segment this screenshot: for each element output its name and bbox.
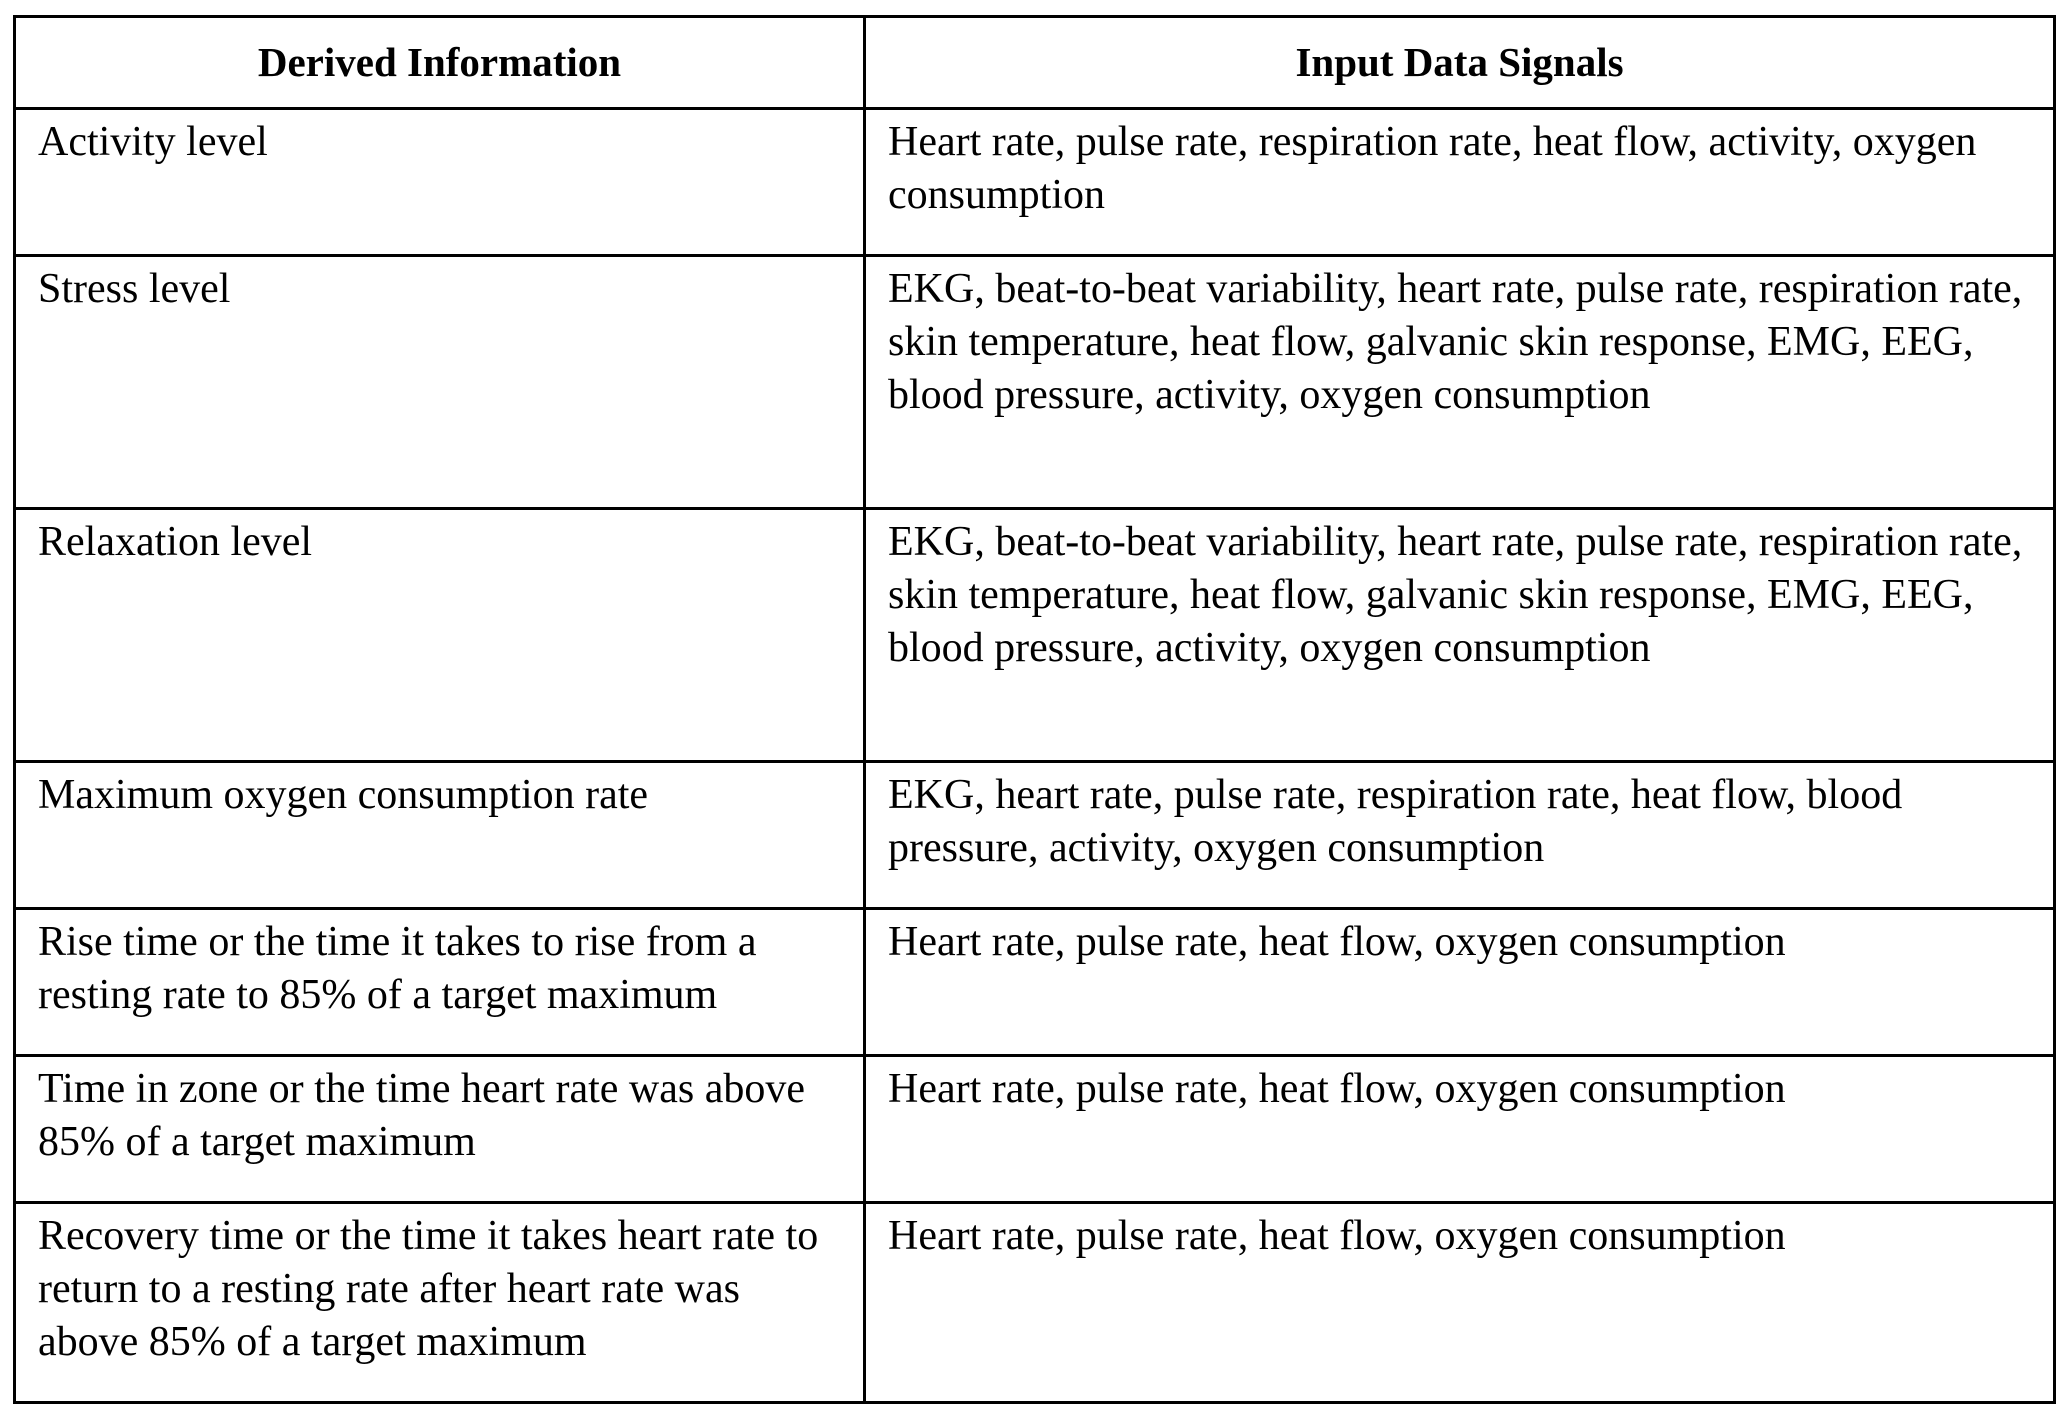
derived-cell: Time in zone or the time heart rate was … <box>15 1056 865 1203</box>
table-row: Relaxation level EKG, beat-to-beat varia… <box>15 509 2055 762</box>
table-row: Maximum oxygen consumption rate EKG, hea… <box>15 762 2055 909</box>
inputs-cell: Heart rate, pulse rate, heat flow, oxyge… <box>865 909 2055 1056</box>
inputs-text: EKG, heart rate, pulse rate, respiration… <box>866 763 2053 875</box>
derived-cell: Activity level <box>15 109 865 256</box>
inputs-text: Heart rate, pulse rate, heat flow, oxyge… <box>866 1204 2053 1263</box>
derived-text: Activity level <box>16 110 863 169</box>
inputs-cell: Heart rate, pulse rate, heat flow, oxyge… <box>865 1203 2055 1403</box>
derived-text: Recovery time or the time it takes heart… <box>16 1204 863 1369</box>
inputs-cell: EKG, beat-to-beat variability, heart rat… <box>865 509 2055 762</box>
inputs-text: Heart rate, pulse rate, heat flow, oxyge… <box>866 910 2053 969</box>
derived-text: Relaxation level <box>16 510 863 569</box>
derived-text: Stress level <box>16 257 863 316</box>
header-input-data-signals: Input Data Signals <box>865 17 2055 109</box>
inputs-cell: Heart rate, pulse rate, respiration rate… <box>865 109 2055 256</box>
table-row: Rise time or the time it takes to rise f… <box>15 909 2055 1056</box>
inputs-text: EKG, beat-to-beat variability, heart rat… <box>866 510 2053 675</box>
table-row: Time in zone or the time heart rate was … <box>15 1056 2055 1203</box>
derived-cell: Rise time or the time it takes to rise f… <box>15 909 865 1056</box>
derived-cell: Stress level <box>15 256 865 509</box>
inputs-text: Heart rate, pulse rate, respiration rate… <box>866 110 2053 222</box>
derived-information-table: Derived Information Input Data Signals A… <box>13 15 2056 1404</box>
derived-text: Maximum oxygen consumption rate <box>16 763 863 822</box>
header-derived-information: Derived Information <box>15 17 865 109</box>
table-row: Stress level EKG, beat-to-beat variabili… <box>15 256 2055 509</box>
derived-text: Time in zone or the time heart rate was … <box>16 1057 863 1169</box>
inputs-cell: EKG, heart rate, pulse rate, respiration… <box>865 762 2055 909</box>
header-row: Derived Information Input Data Signals <box>15 17 2055 109</box>
derived-cell: Maximum oxygen consumption rate <box>15 762 865 909</box>
inputs-cell: Heart rate, pulse rate, heat flow, oxyge… <box>865 1056 2055 1203</box>
inputs-cell: EKG, beat-to-beat variability, heart rat… <box>865 256 2055 509</box>
inputs-text: EKG, beat-to-beat variability, heart rat… <box>866 257 2053 422</box>
derived-cell: Recovery time or the time it takes heart… <box>15 1203 865 1403</box>
derived-cell: Relaxation level <box>15 509 865 762</box>
derived-text: Rise time or the time it takes to rise f… <box>16 910 863 1022</box>
table-row: Activity level Heart rate, pulse rate, r… <box>15 109 2055 256</box>
inputs-text: Heart rate, pulse rate, heat flow, oxyge… <box>866 1057 2053 1116</box>
table-row: Recovery time or the time it takes heart… <box>15 1203 2055 1403</box>
